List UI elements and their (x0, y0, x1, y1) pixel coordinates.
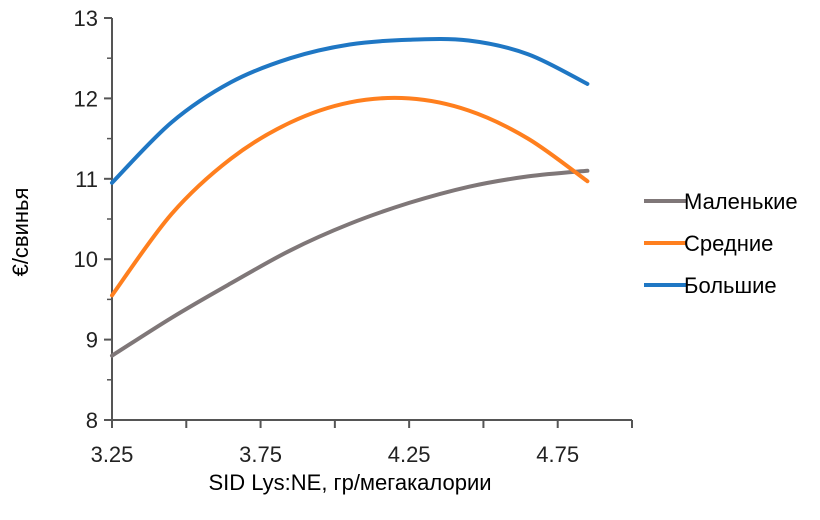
y-axis-title: €/свинья (8, 188, 33, 277)
y-ticks: 8 9 10 11 12 13 (74, 6, 112, 433)
y-tick-label: 13 (74, 6, 98, 31)
series-line-2 (110, 95, 590, 298)
y-tick-label: 10 (74, 247, 98, 272)
x-tick-label: 4.75 (536, 442, 579, 467)
series-line-3 (110, 36, 590, 185)
series-layer (110, 36, 590, 358)
x-axis-title: SID Lys:NE, гр/мегакалории (208, 470, 491, 495)
x-tick-label: 3.75 (239, 442, 282, 467)
y-tick-label: 11 (75, 167, 98, 192)
legend: Маленькие Средние Большие (644, 189, 798, 298)
y-tick-label: 12 (74, 86, 98, 111)
y-tick-label: 8 (86, 408, 98, 433)
legend-label: Большие (684, 273, 777, 298)
x-tick-label: 3.25 (91, 442, 134, 467)
x-ticks: 3.25 3.75 4.25 4.75 (91, 420, 633, 467)
y-tick-label: 9 (86, 328, 98, 353)
legend-label: Маленькие (684, 189, 798, 214)
axes: 8 9 10 11 12 13 3.25 3.75 4.25 4.75 (74, 6, 633, 467)
series-line-1 (110, 168, 590, 358)
x-tick-label: 4.25 (388, 442, 431, 467)
legend-label: Средние (684, 231, 773, 256)
